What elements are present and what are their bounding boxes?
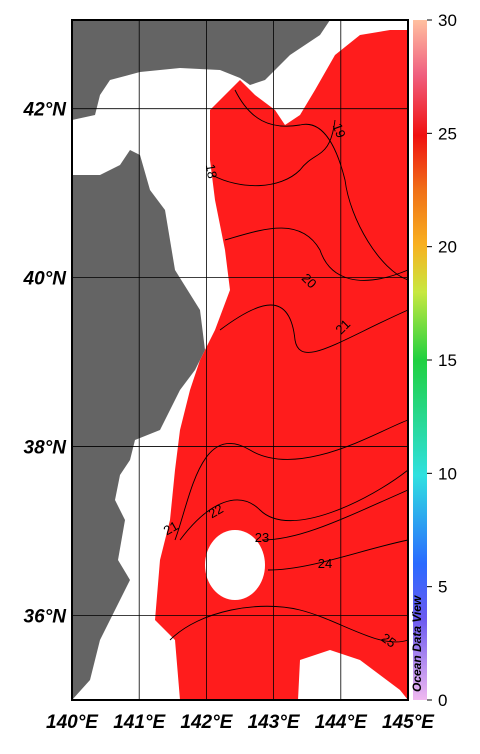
contour-label: 19 <box>330 121 349 140</box>
contour-label: 25 <box>378 630 398 651</box>
x-tick-label: 143°E <box>248 712 301 733</box>
x-tick-label: 142°E <box>180 712 233 733</box>
y-tick-label: 38°N <box>24 438 68 459</box>
contour-label: 21 <box>161 518 181 538</box>
x-tick-label: 141°E <box>113 712 166 733</box>
contours <box>169 89 409 643</box>
contour-label: 23 <box>255 530 269 545</box>
colorbar-tick-label: 5 <box>438 578 447 597</box>
data-gap <box>205 530 265 600</box>
colorbar <box>413 20 427 700</box>
land <box>72 150 205 700</box>
colorbar-tick-label: 0 <box>438 691 447 710</box>
x-tick-label: 145°E <box>382 712 435 733</box>
colorbar-tick-label: 15 <box>438 351 457 370</box>
colorbar-tick-label: 25 <box>438 124 457 143</box>
colorbar-tick-label: 30 <box>438 11 457 30</box>
map-frame <box>71 19 409 701</box>
x-tick-label: 140°E <box>46 712 99 733</box>
x-tick-label: 144°E <box>315 712 368 733</box>
y-tick-label: 42°N <box>23 100 68 121</box>
colorbar-tick-label: 10 <box>438 464 457 483</box>
ocean-field <box>155 30 408 700</box>
contour-label: 18 <box>203 163 220 180</box>
land <box>72 20 330 120</box>
contour-label: 22 <box>206 501 226 521</box>
colorbar-tick-label: 20 <box>438 238 457 257</box>
contour-label: 24 <box>318 556 332 571</box>
y-tick-label: 36°N <box>24 607 68 628</box>
y-tick-label: 40°N <box>23 269 68 290</box>
watermark: Ocean Data View <box>410 595 424 692</box>
